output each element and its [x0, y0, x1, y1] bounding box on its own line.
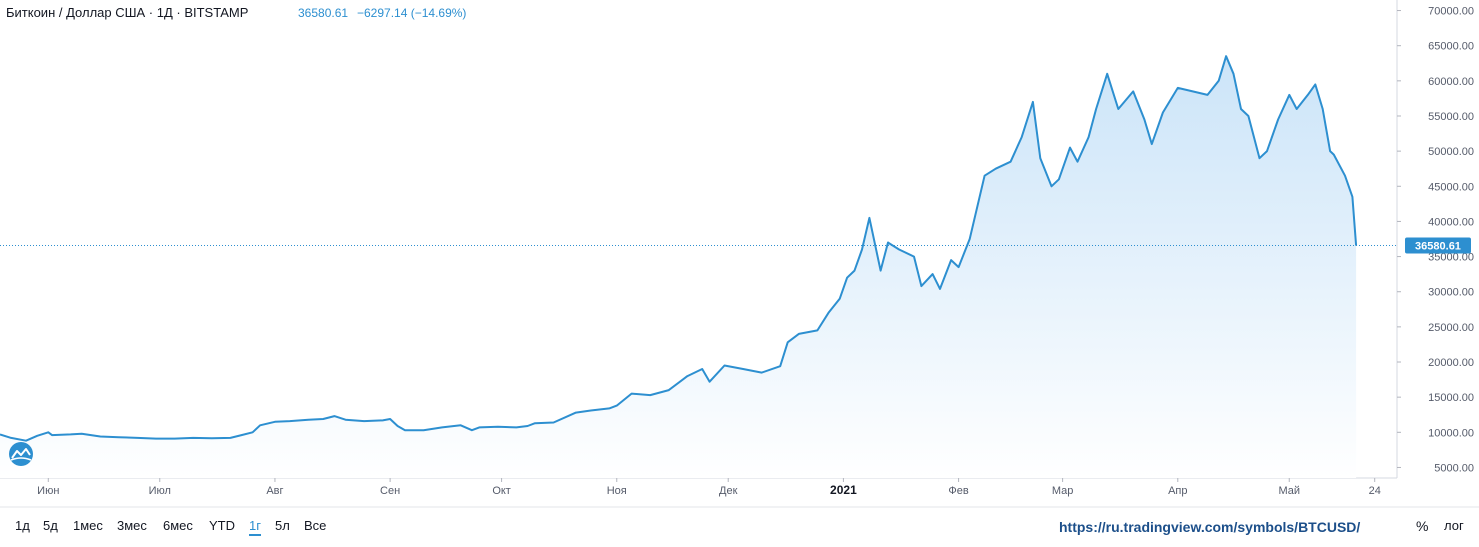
range-button-3[interactable]: 3мес: [117, 518, 147, 533]
range-button-0[interactable]: 1д: [15, 518, 30, 533]
y-axis-ticks: 5000.00 10000.00 15000.00 20000.00 25000.00 3…: [1397, 6, 1474, 474]
y-tick-label: 40000.00: [1428, 216, 1474, 228]
y-tick-label: 25000.00: [1428, 322, 1474, 334]
last-price-label: 36580.61: [298, 6, 348, 20]
x-tick-label: Апр: [1168, 485, 1187, 497]
x-tick-label: Окт: [492, 485, 511, 497]
log-scale-toggle[interactable]: лог: [1444, 518, 1464, 533]
range-button-5[interactable]: YTD: [209, 518, 235, 533]
x-tick-label: 2021: [830, 483, 857, 497]
x-axis-ticks: Июн Июл Авг Сен Окт Ноя Дек 2021 Фев Мар Апр Май 24: [37, 478, 1381, 497]
x-tick-label: Мар: [1052, 485, 1074, 497]
y-tick-label: 50000.00: [1428, 146, 1474, 158]
range-button-7[interactable]: 5л: [275, 518, 290, 533]
price-area-fill: [0, 56, 1357, 478]
y-tick-label: 10000.00: [1428, 427, 1474, 439]
range-button-1[interactable]: 5д: [43, 518, 58, 533]
price-series-line: [0, 55, 1358, 442]
source-url-link[interactable]: https://ru.tradingview.com/symbols/BTCUS…: [1059, 519, 1361, 535]
last-price-box-text: 36580.61: [1415, 240, 1461, 252]
x-tick-label: Июн: [37, 485, 59, 497]
x-tick-label: Июл: [149, 485, 171, 497]
bottom-toolbar: 1д 5д 1мес 3мес 6мес YTD 1г 5л Все https://ru.tr…: [0, 510, 1479, 547]
y-tick-label: 45000.00: [1428, 181, 1474, 193]
x-tick-label: Авг: [266, 485, 283, 497]
last-price-box: 36580.61: [1405, 237, 1471, 254]
range-button-8[interactable]: Все: [304, 518, 327, 533]
y-tick-label: 20000.00: [1428, 357, 1474, 369]
x-tick-label: Май: [1278, 485, 1300, 497]
range-button-2[interactable]: 1мес: [73, 518, 103, 533]
x-tick-label: Фев: [948, 485, 968, 497]
x-tick-label: 24: [1369, 485, 1381, 497]
percent-scale-toggle[interactable]: %: [1416, 518, 1429, 534]
x-tick-label: Дек: [719, 485, 738, 497]
chart-title: Биткоин / Доллар США · 1Д · BITSTAMP: [6, 5, 248, 20]
y-tick-label: 30000.00: [1428, 287, 1474, 299]
y-tick-label: 35000.00: [1428, 252, 1474, 264]
y-tick-label: 65000.00: [1428, 41, 1474, 53]
x-tick-label: Сен: [380, 485, 400, 497]
y-tick-label: 15000.00: [1428, 392, 1474, 404]
range-button-4[interactable]: 6мес: [163, 518, 193, 533]
tradingview-logo-icon[interactable]: [9, 442, 33, 466]
price-change-label: −6297.14 (−14.69%): [357, 6, 466, 20]
y-tick-label: 55000.00: [1428, 111, 1474, 123]
y-tick-label: 60000.00: [1428, 76, 1474, 88]
x-tick-label: Ноя: [607, 485, 627, 497]
y-tick-label: 70000.00: [1428, 6, 1474, 18]
y-tick-label: 5000.00: [1434, 462, 1474, 474]
range-button-6[interactable]: 1г: [249, 518, 261, 536]
